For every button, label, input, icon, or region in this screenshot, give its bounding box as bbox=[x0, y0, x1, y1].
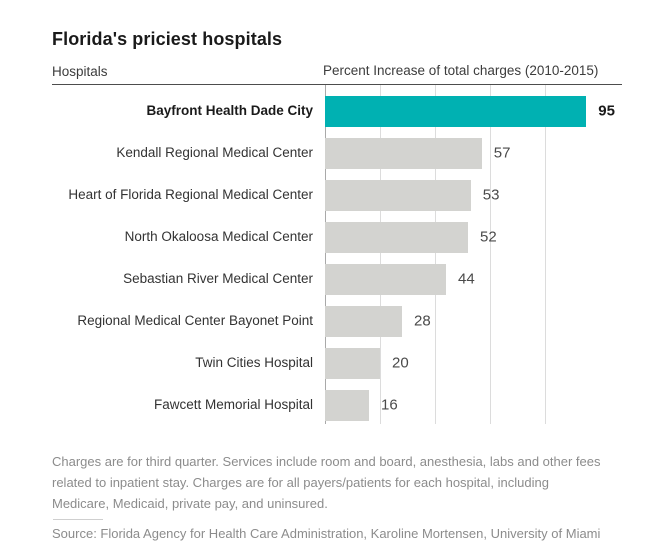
x-axis-label: Percent Increase of total charges (2010-… bbox=[323, 63, 599, 78]
source-divider bbox=[53, 519, 103, 520]
footnote-line: Medicare, Medicaid, private pay, and uni… bbox=[52, 496, 328, 511]
y-axis-label: Hospitals bbox=[52, 64, 108, 79]
chart-row: Fawcett Memorial Hospital 16 bbox=[52, 384, 622, 426]
chart-title: Florida's priciest hospitals bbox=[52, 29, 283, 49]
gridline bbox=[545, 85, 546, 424]
bar-track: 28 bbox=[325, 305, 622, 337]
hospital-label: Bayfront Health Dade City bbox=[146, 103, 313, 118]
bar-track: 53 bbox=[325, 179, 622, 211]
footnote-line: related to inpatient stay. Charges are f… bbox=[52, 475, 549, 490]
bar-track: 57 bbox=[325, 137, 622, 169]
chart-row: Sebastian River Medical Center 44 bbox=[52, 258, 622, 300]
hospital-label: Twin Cities Hospital bbox=[195, 355, 313, 370]
gridline bbox=[380, 85, 381, 424]
value-label: 44 bbox=[458, 270, 475, 288]
bar bbox=[325, 95, 587, 127]
bar bbox=[325, 137, 482, 169]
hospital-label: Kendall Regional Medical Center bbox=[116, 145, 313, 160]
bar-track: 20 bbox=[325, 347, 622, 379]
chart-row: North Okaloosa Medical Center 52 bbox=[52, 216, 622, 258]
chart-row: Twin Cities Hospital 20 bbox=[52, 342, 622, 384]
value-label: 16 bbox=[381, 396, 398, 414]
bar bbox=[325, 305, 402, 337]
hospital-label: Fawcett Memorial Hospital bbox=[153, 397, 313, 412]
bar bbox=[325, 263, 446, 295]
bar-track: 52 bbox=[325, 221, 622, 253]
value-label: 95 bbox=[598, 102, 615, 120]
bar-chart: Bayfront Health Dade City 95 Kendall Regio… bbox=[52, 85, 622, 424]
source-credit: Source: Florida Agency for Health Care A… bbox=[52, 526, 601, 541]
chart-row: Heart of Florida Regional Medical Center… bbox=[52, 174, 622, 216]
footnote: Charges are for third quarter. Services … bbox=[52, 451, 622, 514]
value-label: 52 bbox=[480, 228, 497, 246]
value-label: 28 bbox=[414, 312, 431, 330]
hospital-label: Sebastian River Medical Center bbox=[123, 271, 313, 286]
hospital-label: North Okaloosa Medical Center bbox=[124, 229, 313, 244]
column-header-row: Hospitals Percent Increase of total char… bbox=[52, 63, 622, 85]
bar bbox=[325, 221, 468, 253]
bar-track: 95 bbox=[325, 95, 622, 127]
footnote-line: Charges are for third quarter. Services … bbox=[52, 454, 601, 469]
chart-row: Regional Medical Center Bayonet Point 28 bbox=[52, 300, 622, 342]
hospital-label: Regional Medical Center Bayonet Point bbox=[77, 313, 313, 328]
value-label: 57 bbox=[493, 144, 511, 162]
chart-row: Bayfront Health Dade City 95 bbox=[52, 90, 622, 132]
axis-line bbox=[325, 85, 326, 424]
chart-row: Kendall Regional Medical Center 57 bbox=[52, 132, 622, 174]
bar bbox=[325, 347, 380, 379]
bar bbox=[325, 389, 369, 421]
gridline bbox=[435, 85, 436, 424]
bar-track: 44 bbox=[325, 263, 622, 295]
value-label: 53 bbox=[482, 186, 500, 204]
hospital-label: Heart of Florida Regional Medical Center bbox=[68, 187, 313, 202]
bar-track: 16 bbox=[325, 389, 622, 421]
gridline bbox=[490, 85, 491, 424]
value-label: 20 bbox=[392, 354, 409, 372]
bar bbox=[325, 179, 471, 211]
